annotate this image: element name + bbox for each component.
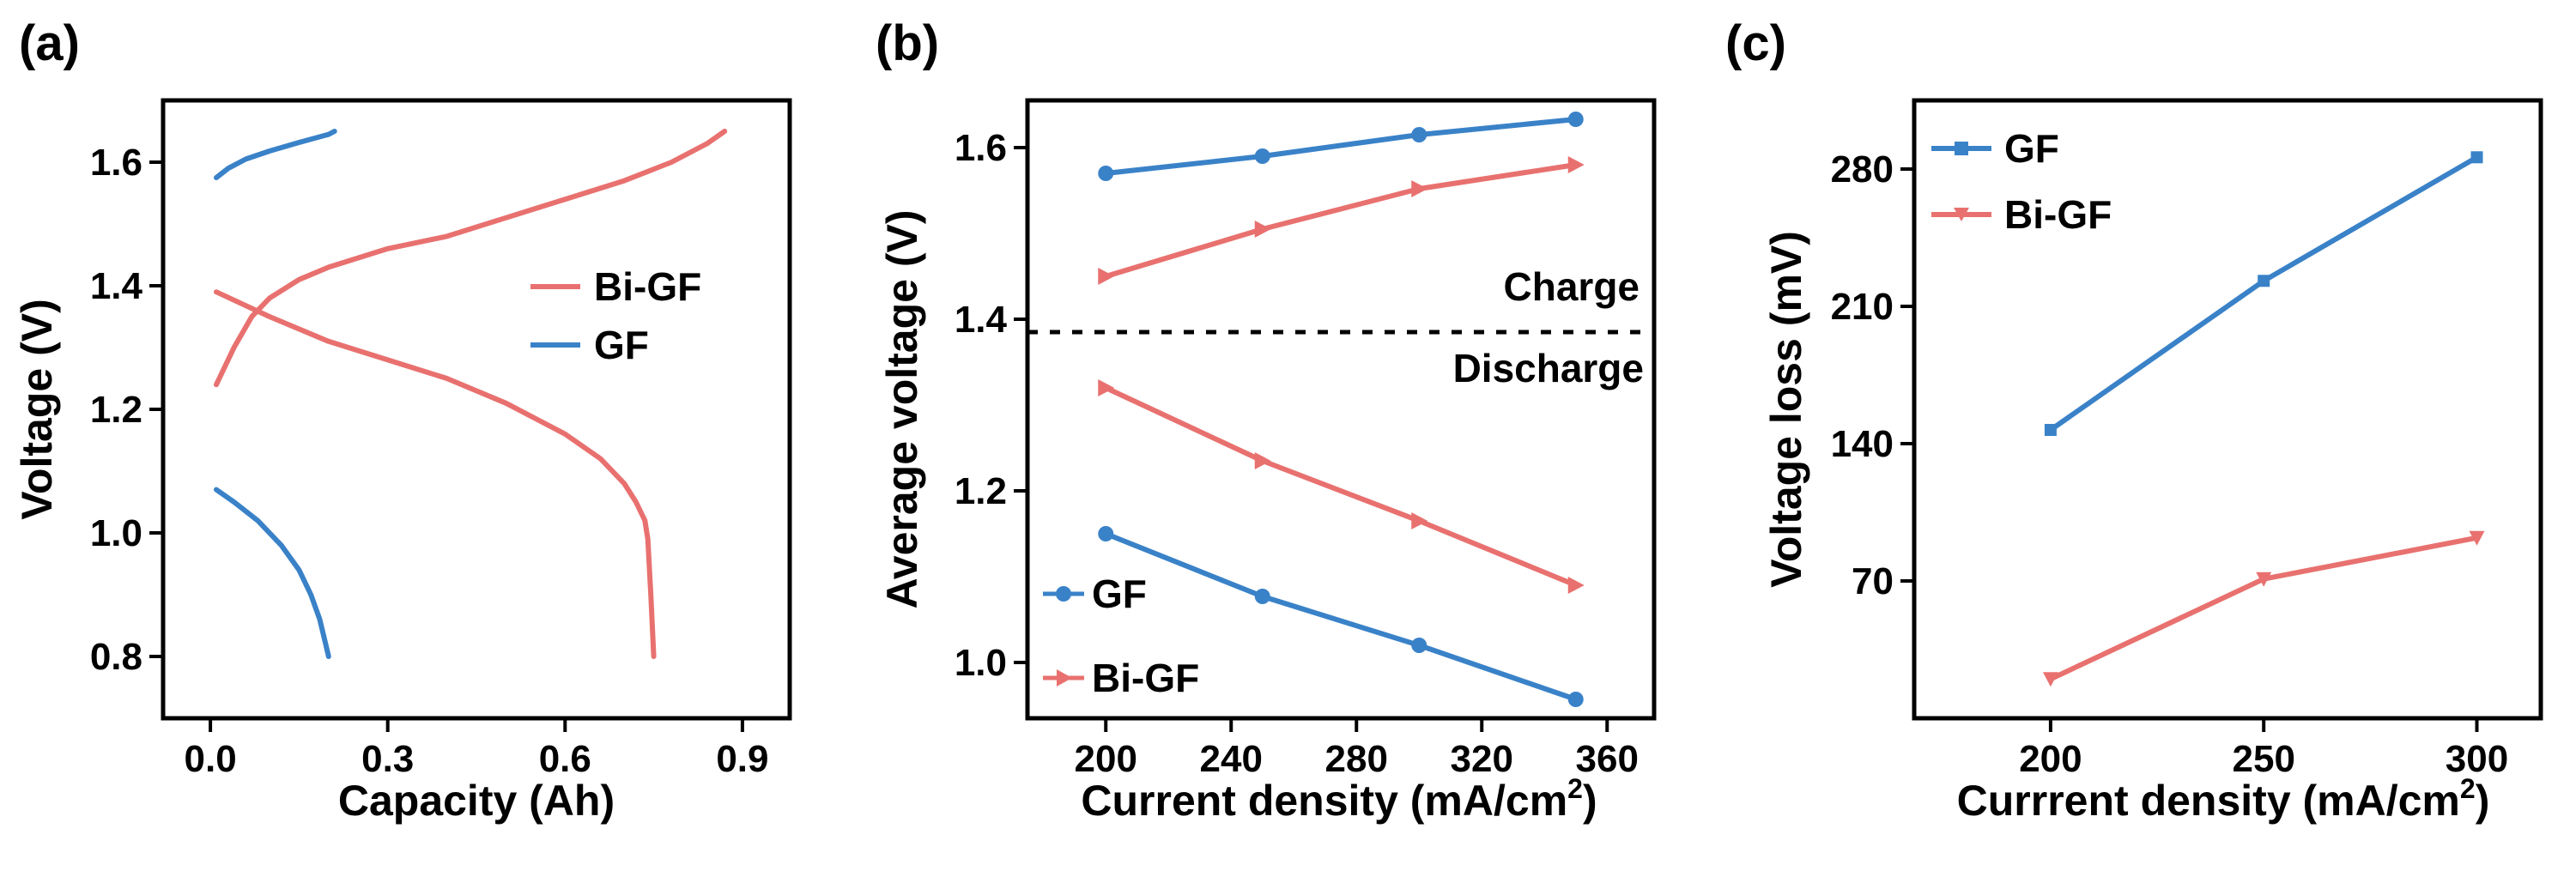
panel-a-x-tick-label: 0.9 bbox=[716, 738, 768, 780]
panel-b-point-bi-gf-discharge bbox=[1098, 379, 1115, 396]
panel-c-plot-area bbox=[1912, 98, 2543, 721]
panel-b-point-gf-charge bbox=[1411, 127, 1427, 142]
panel-a-y-tick-label: 0.8 bbox=[90, 636, 142, 678]
panel-b-point-gf-charge bbox=[1567, 112, 1584, 127]
panel-b-charge-label: Charge bbox=[1504, 264, 1640, 309]
panel-b-point-bi-gf-discharge bbox=[1254, 452, 1271, 469]
panel-b-point-bi-gf-charge bbox=[1411, 180, 1428, 197]
panel-b-series-bi-gf-discharge bbox=[1103, 385, 1579, 588]
panel-b-legend-marker-gf bbox=[1056, 586, 1071, 602]
panel-b-point-gf-charge bbox=[1254, 148, 1270, 164]
panel-b-point-gf-charge bbox=[1098, 166, 1114, 181]
panel-b-series-gf-discharge bbox=[1103, 531, 1579, 702]
panel-b-label: (b) bbox=[876, 15, 939, 71]
panel-c-legend-marker-bi-gf bbox=[1954, 208, 1969, 221]
panel-b-legend-label-bi-gf: Bi-GF bbox=[1092, 656, 1199, 700]
panel-c-frame bbox=[1912, 98, 2543, 721]
panel-c-legend-label-bi-gf: Bi-GF bbox=[2004, 192, 2112, 237]
panel-c-point-bi-gf bbox=[2042, 672, 2058, 687]
panel-c-legend-label-gf: GF bbox=[2004, 126, 2059, 171]
panel-b-y-tick-label: 1.0 bbox=[955, 642, 1007, 684]
panel-b-point-bi-gf-discharge bbox=[1411, 512, 1428, 529]
panel-c-y-tick-label: 280 bbox=[1831, 148, 1894, 191]
panel-a-x-axis-title: Capacity (Ah) bbox=[338, 777, 615, 825]
panel-b-plot-area bbox=[1025, 98, 1657, 721]
panel-a-y-tick-label: 1.4 bbox=[90, 265, 143, 307]
panel-a-y-axis-title: Voltage (V) bbox=[13, 299, 61, 519]
panel-a-series-gf-discharge bbox=[214, 487, 331, 659]
panel-b-series-bi-gf-charge bbox=[1103, 162, 1579, 279]
panel-b-point-gf-discharge bbox=[1254, 589, 1270, 604]
panel-a-legend-label-gf: GF bbox=[594, 323, 649, 367]
panel-c-y-tick-label: 210 bbox=[1831, 286, 1894, 328]
panel-b-x-tick-label: 360 bbox=[1576, 738, 1639, 780]
panel-c-x-axis-title: Currrent density (mA/cm2) bbox=[1957, 773, 2490, 825]
panel-b-legend-label-gf: GF bbox=[1092, 572, 1147, 616]
panel-a-plot-area bbox=[161, 98, 792, 721]
panel-b: (b) 200 240 280 320 360 1.01.21.41.6 Charge … bbox=[876, 15, 1657, 825]
panel-a-legend-label-bi-gf: Bi-GF bbox=[594, 264, 701, 309]
panel-c-y-axis-title: Voltage loss (mV) bbox=[1762, 231, 1810, 588]
panel-c-series-gf bbox=[2047, 154, 2480, 432]
panel-b-x-tick-label: 280 bbox=[1325, 738, 1388, 780]
panel-c-point-gf bbox=[2044, 424, 2057, 436]
panel-b-legend-marker-bi-gf bbox=[1057, 669, 1072, 687]
panel-b-discharge-label: Discharge bbox=[1453, 346, 1644, 390]
panel-c-label: (c) bbox=[1725, 15, 1786, 71]
panel-a-series-gf-charge bbox=[214, 129, 337, 180]
panel-c-series-bi-gf bbox=[2047, 535, 2480, 682]
panel-a-y-tick-label: 1.2 bbox=[90, 389, 142, 431]
panel-a-x-tick-label: 0.6 bbox=[539, 738, 591, 780]
panel-c-point-gf bbox=[2470, 151, 2483, 164]
panel-a-legend: Bi-GF GF bbox=[530, 264, 701, 367]
panel-c-legend-marker-gf bbox=[1955, 142, 1968, 155]
panel-b-point-gf-discharge bbox=[1411, 638, 1427, 653]
panel-b-frame bbox=[1025, 98, 1657, 721]
panel-c-x-tick-label: 250 bbox=[2233, 738, 2295, 780]
panel-b-point-bi-gf-charge bbox=[1254, 221, 1271, 238]
panel-b-point-bi-gf-charge bbox=[1567, 156, 1585, 173]
panel-c-point-gf bbox=[2258, 275, 2270, 287]
panel-b-y-tick-label: 1.4 bbox=[955, 299, 1008, 341]
panel-b-y-tick-label: 1.2 bbox=[955, 470, 1007, 512]
panel-b-x-tick-label: 200 bbox=[1075, 738, 1137, 780]
panel-a-label: (a) bbox=[19, 15, 80, 71]
panel-c-x-tick-label: 200 bbox=[2019, 738, 2082, 780]
panel-b-legend: GF Bi-GF bbox=[1043, 572, 1199, 700]
panel-a-x-tick-label: 0.3 bbox=[361, 738, 414, 780]
panel-b-x-axis-title: Current density (mA/cm2) bbox=[1081, 773, 1597, 825]
panel-c-y-tick-label: 140 bbox=[1831, 423, 1894, 465]
panel-b-point-bi-gf-discharge bbox=[1567, 577, 1585, 594]
panel-a-y-tick-label: 1.6 bbox=[90, 142, 142, 184]
panel-a-series-bi-gf-discharge bbox=[214, 289, 657, 659]
panel-c: (c) 200 250 300 70 140 210 280 Currrent densi… bbox=[1725, 15, 2543, 825]
panel-a: (a) 0.0 0.3 0.6 0.9 0.8 1.0 1.2 1.4 1.6 Capacit… bbox=[13, 15, 792, 825]
panel-b-point-gf-discharge bbox=[1098, 526, 1114, 541]
panel-a-frame bbox=[161, 98, 792, 721]
panel-b-series-gf-charge bbox=[1103, 117, 1579, 176]
panel-a-series-bi-gf-charge bbox=[214, 129, 728, 388]
panel-b-point-bi-gf-charge bbox=[1098, 268, 1115, 285]
panel-c-point-bi-gf bbox=[2469, 530, 2485, 546]
panel-b-x-tick-label: 320 bbox=[1451, 738, 1513, 780]
panel-b-point-gf-discharge bbox=[1567, 692, 1584, 707]
panel-c-legend: GF Bi-GF bbox=[1931, 126, 2112, 237]
panel-a-x-tick-label: 0.0 bbox=[185, 738, 237, 780]
panel-c-x-tick-label: 300 bbox=[2446, 738, 2508, 780]
panel-b-x-tick-label: 240 bbox=[1200, 738, 1263, 780]
panel-c-y-tick-label: 70 bbox=[1852, 560, 1894, 602]
panel-b-y-axis-title: Average voltage (V) bbox=[878, 210, 926, 609]
panel-c-point-bi-gf bbox=[2256, 572, 2272, 587]
panel-a-y-tick-label: 1.0 bbox=[90, 512, 142, 554]
panel-b-y-tick-label: 1.6 bbox=[955, 127, 1007, 169]
